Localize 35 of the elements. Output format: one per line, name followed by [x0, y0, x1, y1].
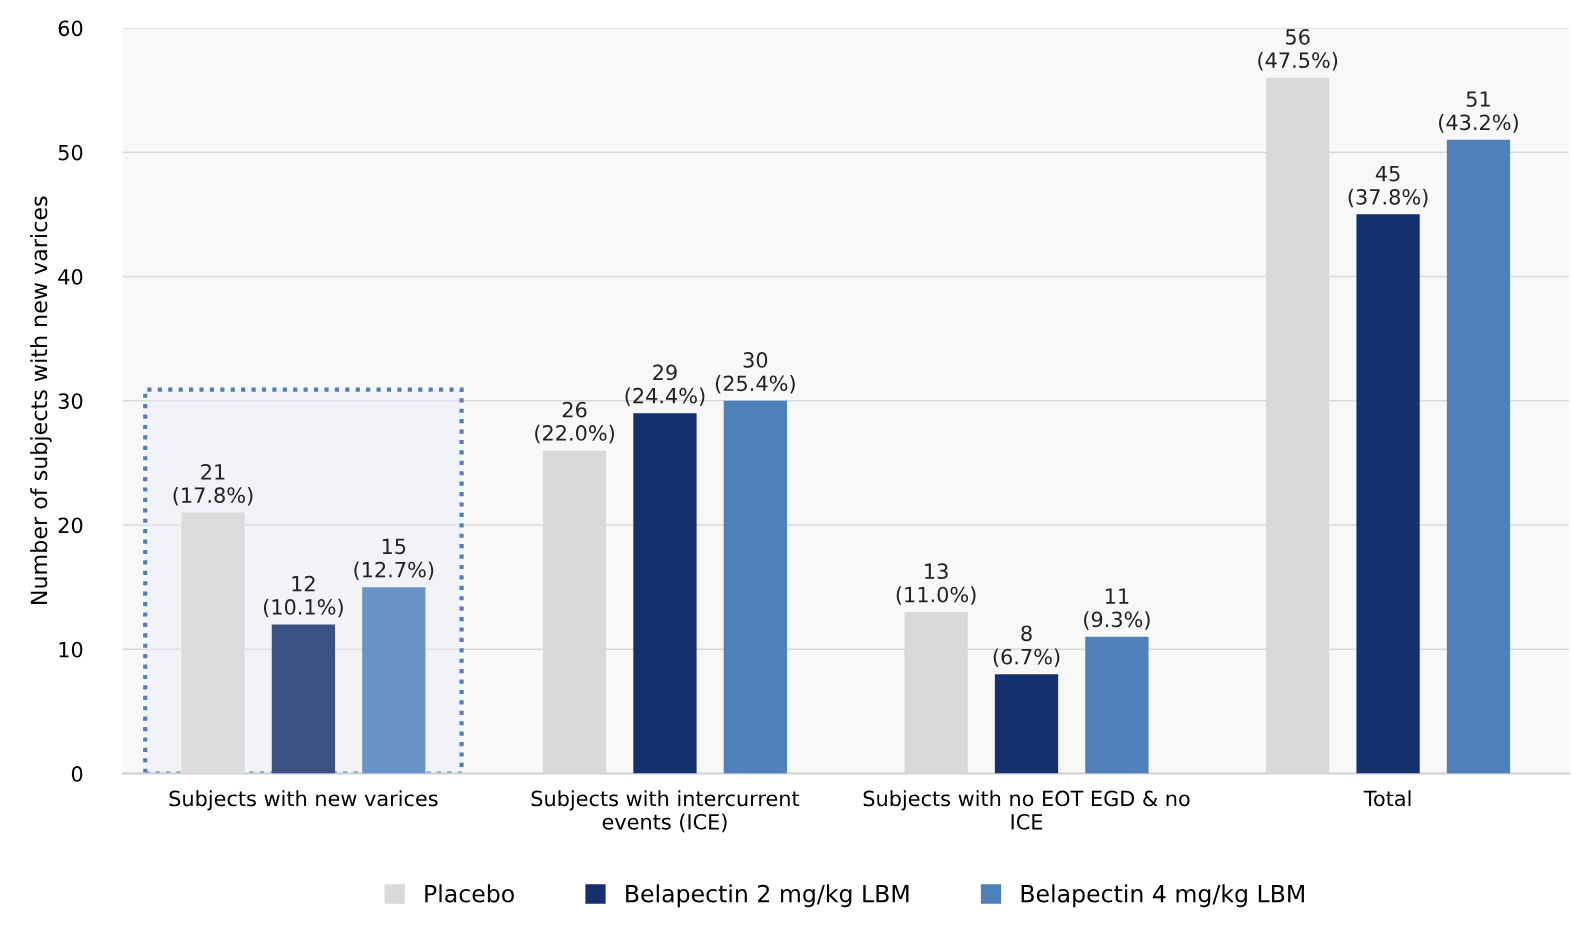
data-label: 8 (6.7%)	[993, 625, 1060, 668]
data-label: 12 (10.1%)	[263, 575, 343, 618]
x-tick-label: Subjects with intercurrent events (ICE)	[531, 790, 800, 833]
x-tick-label: Subjects with no EOT EGD & no ICE	[863, 790, 1190, 830]
x-tick-label: Subjects with new varices	[169, 790, 438, 811]
data-label: 30 (25.4%)	[715, 352, 795, 394]
bar	[723, 400, 787, 774]
bar	[362, 587, 426, 774]
x-tick-label: Total	[1363, 790, 1411, 807]
data-label: 15 (12.7%)	[354, 538, 434, 581]
bar	[633, 413, 697, 774]
data-label: 21 (17.8%)	[173, 463, 253, 506]
bar	[994, 674, 1059, 774]
data-label: 45 (37.8%)	[1348, 165, 1428, 208]
y-tick-label: 20	[58, 517, 83, 534]
legend-label: Placebo	[425, 884, 514, 903]
y-axis-title: Number of subjects with new varices	[30, 196, 52, 604]
bar	[1356, 214, 1420, 774]
legend-label: Belapectin 2 mg/kg LBM	[626, 884, 909, 908]
bar	[1085, 636, 1149, 774]
y-tick-label: 50	[58, 144, 83, 161]
legend-label: Belapectin 4 mg/kg LBM	[1021, 884, 1304, 908]
data-label: 11 (9.3%)	[1084, 588, 1150, 630]
y-tick-label: 10	[59, 641, 83, 658]
y-tick-label: 30	[58, 393, 83, 409]
y-tick-label: 0	[71, 766, 83, 782]
bar	[1446, 139, 1511, 774]
data-label: 51 (43.2%)	[1439, 91, 1518, 133]
data-label: 29 (24.4%)	[625, 364, 705, 407]
data-label: 26 (22.0%)	[535, 401, 614, 444]
y-tick-label: 40	[58, 268, 83, 285]
bar	[271, 624, 336, 774]
data-label: 13 (11.0%)	[896, 563, 976, 605]
data-label: 56 (47.5%)	[1258, 28, 1338, 71]
y-tick-label: 60	[58, 20, 83, 37]
